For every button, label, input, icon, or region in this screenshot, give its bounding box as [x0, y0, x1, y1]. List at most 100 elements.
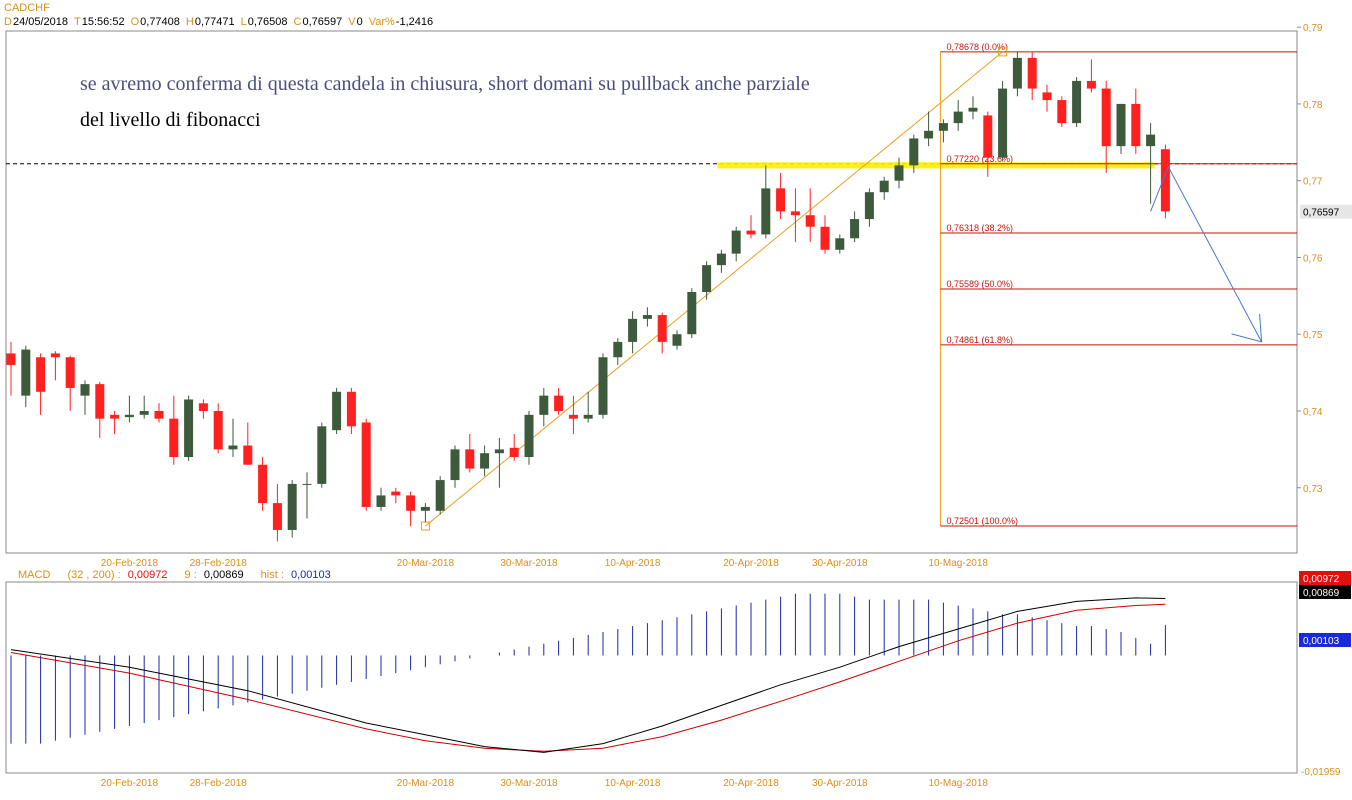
candle-body	[1086, 80, 1096, 89]
ohlc-value: 0,76508	[247, 16, 288, 28]
x-axis-label: 28-Feb-2018	[190, 558, 248, 569]
ohlc-value: 0,77471	[194, 16, 235, 28]
x-axis-label: 30-Apr-2018	[812, 558, 868, 569]
candle-body	[1027, 57, 1037, 89]
candle-body	[391, 491, 401, 496]
macd-value-label-signal: 0,00869	[1303, 588, 1340, 599]
candle-body	[465, 449, 475, 469]
y-tick-label: 0,78	[1303, 100, 1323, 111]
candle-body	[938, 123, 948, 131]
candle-body	[50, 353, 60, 358]
candle-body	[258, 464, 268, 504]
candle-body	[184, 399, 194, 458]
ohlc-value: 0,77408	[140, 16, 180, 28]
y-tick-label: 0,73	[1303, 484, 1323, 495]
candle-body	[805, 215, 815, 227]
annotation-line-2: del livello di fibonacci	[80, 109, 261, 131]
macd-panel-frame	[5, 581, 1298, 774]
fib-level-label: 0,72501 (100.0%)	[946, 516, 1018, 526]
macd-value-box-macd	[1299, 571, 1351, 585]
hist-label: hist :	[260, 569, 284, 581]
candle-body	[1042, 92, 1052, 101]
macd-value-box-signal	[1299, 585, 1351, 599]
candle-body	[524, 414, 534, 458]
ohlc-value: 0,76597	[302, 16, 343, 28]
candle-body	[716, 253, 726, 266]
trendline	[425, 51, 1003, 527]
candle-body	[435, 480, 445, 511]
y-tick-label: 0,79	[1303, 23, 1323, 34]
candle-body	[731, 230, 741, 254]
candle-body	[332, 391, 342, 431]
candle-body	[924, 130, 934, 139]
candle-body	[1057, 100, 1067, 124]
x-axis-label-macd: 10-Apr-2018	[605, 778, 661, 789]
candle-body	[65, 357, 75, 388]
x-axis-label-macd: 20-Apr-2018	[723, 778, 779, 789]
candle-body	[1116, 103, 1126, 147]
candle-body	[36, 357, 46, 392]
candle-body	[968, 107, 978, 112]
ohlc-value: -1,2416	[395, 16, 434, 28]
candle-body	[642, 315, 652, 319]
candle-body	[850, 219, 860, 239]
macd-value-box-hist	[1299, 633, 1351, 647]
candle-body	[228, 445, 238, 450]
x-axis-label: 20-Feb-2018	[101, 558, 159, 569]
macd-title: MACD	[18, 569, 51, 581]
macd-value-label-hist: 0,00103	[1303, 636, 1340, 647]
candle-body	[317, 426, 327, 484]
candle-body	[539, 395, 549, 415]
candle-body	[761, 188, 771, 235]
trend-anchor-end	[998, 47, 1008, 57]
candle-body	[95, 384, 105, 419]
candle-body	[702, 265, 712, 292]
candle-body	[894, 165, 904, 181]
ohlc-key: D	[4, 16, 12, 28]
x-axis-label: 20-Mar-2018	[397, 558, 455, 569]
ohlc-value: 0	[356, 16, 363, 28]
candle-body	[361, 422, 371, 507]
annotation-line-1: se avremo conferma di questa candela in …	[80, 73, 810, 95]
y-tick-label: 0,74	[1303, 407, 1323, 418]
candle-body	[983, 115, 993, 158]
x-axis-label: 30-Mar-2018	[500, 558, 558, 569]
ohlc-header: D24/05/2018 T15:56:52 O0,77408 H0,77471 L0,7…	[4, 16, 439, 28]
macd-line	[10, 597, 1166, 753]
candle-body	[272, 503, 282, 530]
x-axis-label-macd: 20-Mar-2018	[397, 778, 455, 789]
candle-body	[450, 449, 460, 481]
candle-body	[746, 230, 756, 235]
macd-signal-line	[10, 603, 1166, 752]
ohlc-key: L	[240, 16, 247, 28]
candle-body	[598, 357, 608, 415]
symbol-label: CADCHF	[4, 2, 50, 14]
candle-body	[376, 495, 386, 507]
candle-body	[1146, 134, 1156, 147]
candle-body	[21, 349, 31, 396]
signal-label: 9 :	[184, 569, 197, 581]
candle-body	[169, 418, 179, 458]
candle-body	[790, 211, 800, 216]
candle-body	[420, 506, 430, 511]
candle-body	[6, 353, 16, 365]
ohlc-key: H	[185, 16, 194, 28]
candle-body	[213, 410, 223, 450]
ohlc-key: Var%	[368, 16, 395, 28]
fib-level-label: 0,75589 (50.0%)	[946, 279, 1013, 289]
candle-body	[776, 188, 786, 212]
candle-body	[110, 414, 120, 419]
candle-body	[198, 403, 208, 411]
x-axis-label-macd: 30-Apr-2018	[812, 778, 868, 789]
candle-body	[287, 483, 297, 530]
projection-arrow	[1150, 165, 1263, 343]
x-axis-label: 20-Apr-2018	[723, 558, 779, 569]
candle-body	[494, 449, 504, 454]
candle-body	[864, 192, 874, 220]
y-tick-label: 0,75	[1303, 330, 1323, 341]
x-axis-label: 10-Mag-2018	[928, 558, 988, 569]
ohlc-key: T	[74, 16, 81, 28]
candle-body	[909, 138, 919, 166]
candle-body	[1012, 57, 1022, 89]
